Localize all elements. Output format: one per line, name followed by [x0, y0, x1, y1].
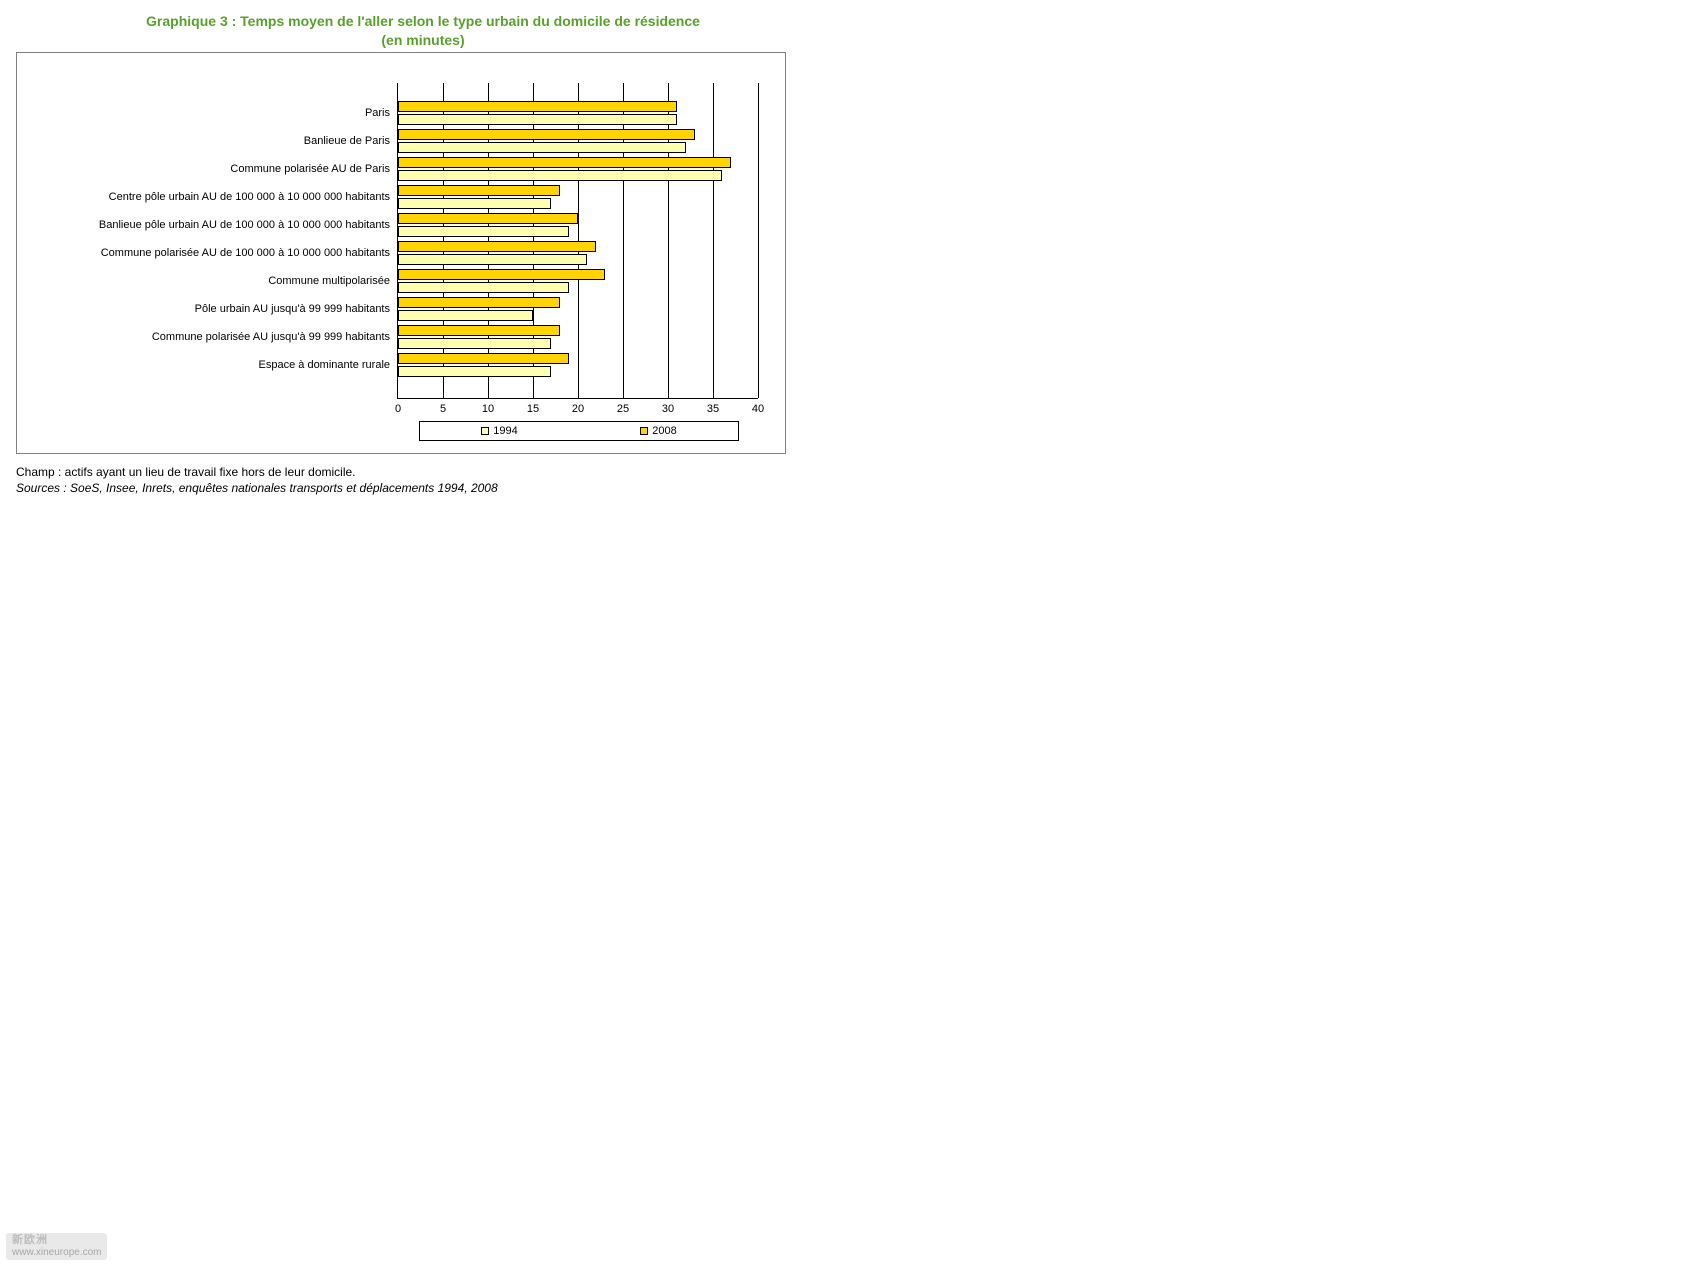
title-line1: Graphique 3 : Temps moyen de l'aller sel… — [146, 13, 700, 29]
chart-caption: Champ : actifs ayant un lieu de travail … — [16, 464, 1698, 496]
category-label: Banlieue pôle urbain AU de 100 000 à 10 … — [30, 219, 390, 231]
category-label: Commune multipolarisée — [30, 275, 390, 287]
bar-s1994 — [398, 198, 551, 209]
watermark-cn: 新欧洲 — [12, 1234, 101, 1247]
bar-row: Espace à dominante rurale — [398, 351, 758, 379]
category-label: Espace à dominante rurale — [30, 359, 390, 371]
legend-item: 1994 — [420, 425, 579, 437]
category-label: Paris — [30, 107, 390, 119]
legend: 1994 2008 — [419, 421, 739, 441]
bar-s2008 — [398, 157, 731, 168]
legend-label: 2008 — [652, 425, 676, 437]
xtick-label: 40 — [752, 403, 764, 415]
category-label: Commune polarisée AU de Paris — [30, 163, 390, 175]
bar-row: Paris — [398, 99, 758, 127]
gridline — [758, 83, 759, 398]
category-label: Centre pôle urbain AU de 100 000 à 10 00… — [30, 191, 390, 203]
watermark: 新欧洲 www.xineurope.com — [6, 1233, 107, 1260]
bar-row: Commune polarisée AU de Paris — [398, 155, 758, 183]
bar-row: Commune polarisée AU de 100 000 à 10 000… — [398, 239, 758, 267]
bar-s2008 — [398, 101, 677, 112]
bar-row: Banlieue pôle urbain AU de 100 000 à 10 … — [398, 211, 758, 239]
watermark-url: www.xineurope.com — [12, 1247, 101, 1258]
bar-s1994 — [398, 366, 551, 377]
bar-s1994 — [398, 338, 551, 349]
bar-s1994 — [398, 170, 722, 181]
bar-row: Banlieue de Paris — [398, 127, 758, 155]
bar-s2008 — [398, 129, 695, 140]
bar-s2008 — [398, 185, 560, 196]
bar-s1994 — [398, 114, 677, 125]
legend-swatch — [481, 427, 489, 435]
bar-s1994 — [398, 142, 686, 153]
xtick-label: 25 — [617, 403, 629, 415]
bar-s1994 — [398, 226, 569, 237]
plot-area: ParisBanlieue de ParisCommune polarisée … — [397, 83, 758, 399]
xtick-label: 0 — [395, 403, 401, 415]
bar-s2008 — [398, 213, 578, 224]
bar-s2008 — [398, 353, 569, 364]
xtick-label: 30 — [662, 403, 674, 415]
xtick-label: 35 — [707, 403, 719, 415]
chart-title: Graphique 3 : Temps moyen de l'aller sel… — [38, 12, 808, 50]
bar-s2008 — [398, 241, 596, 252]
bar-row: Commune multipolarisée — [398, 267, 758, 295]
bar-s2008 — [398, 269, 605, 280]
legend-item: 2008 — [579, 425, 738, 437]
category-label: Commune polarisée AU jusqu'à 99 999 habi… — [30, 331, 390, 343]
legend-swatch — [640, 427, 648, 435]
category-label: Banlieue de Paris — [30, 135, 390, 147]
xtick-label: 10 — [482, 403, 494, 415]
xtick-label: 20 — [572, 403, 584, 415]
xtick-label: 15 — [527, 403, 539, 415]
category-label: Commune polarisée AU de 100 000 à 10 000… — [30, 247, 390, 259]
category-label: Pôle urbain AU jusqu'à 99 999 habitants — [30, 303, 390, 315]
bar-s1994 — [398, 282, 569, 293]
bar-row: Pôle urbain AU jusqu'à 99 999 habitants — [398, 295, 758, 323]
legend-label: 1994 — [493, 425, 517, 437]
bar-s1994 — [398, 254, 587, 265]
caption-champ: Champ : actifs ayant un lieu de travail … — [16, 464, 1698, 480]
bar-s2008 — [398, 297, 560, 308]
bar-s1994 — [398, 310, 533, 321]
bar-row: Commune polarisée AU jusqu'à 99 999 habi… — [398, 323, 758, 351]
xtick-label: 5 — [440, 403, 446, 415]
title-line2: (en minutes) — [381, 32, 464, 48]
chart-frame: ParisBanlieue de ParisCommune polarisée … — [16, 52, 786, 454]
bar-row: Centre pôle urbain AU de 100 000 à 10 00… — [398, 183, 758, 211]
caption-sources: Sources : SoeS, Insee, Inrets, enquêtes … — [16, 480, 1698, 496]
bar-s2008 — [398, 325, 560, 336]
